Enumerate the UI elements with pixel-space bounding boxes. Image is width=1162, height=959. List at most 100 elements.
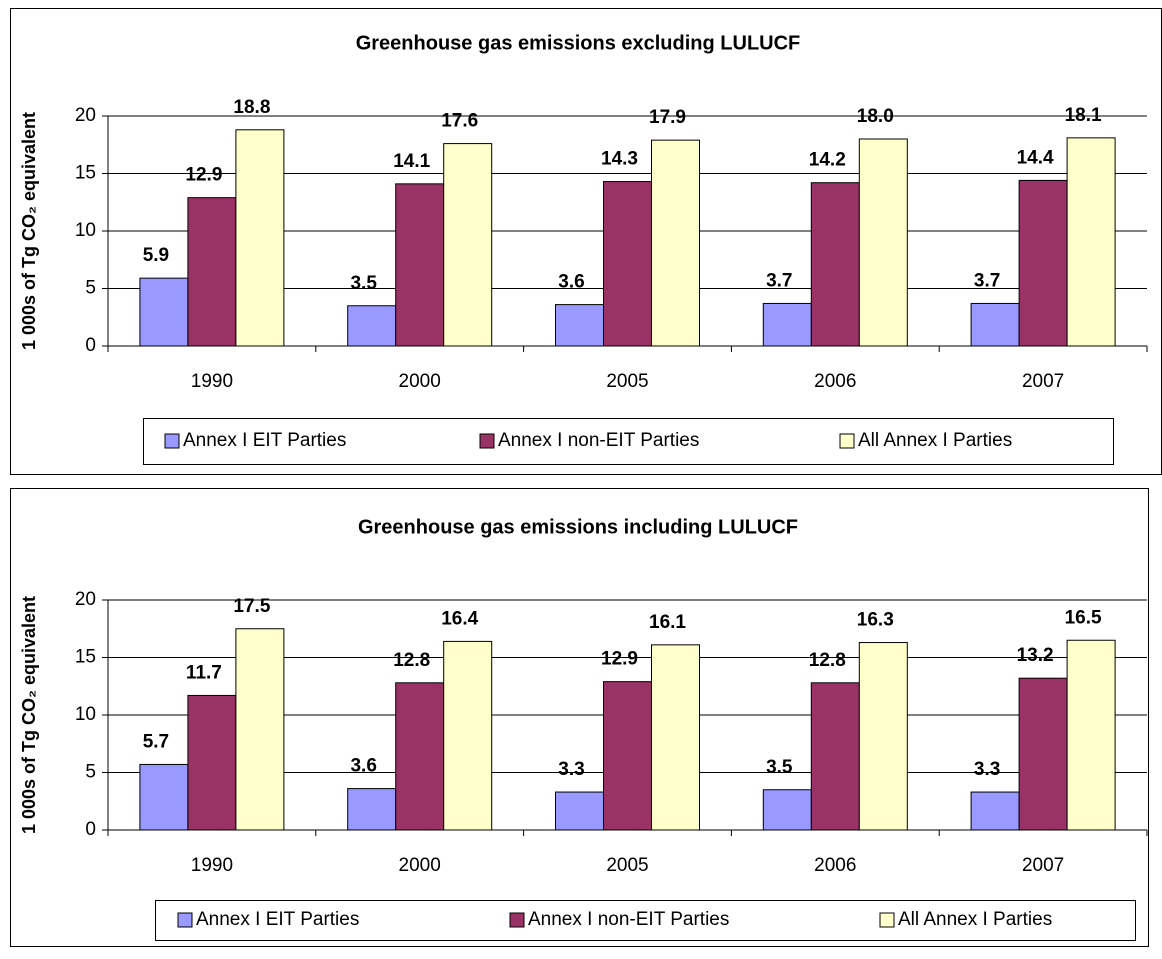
bar: [810, 682, 860, 831]
chart-border: [10, 488, 1149, 947]
bar: [603, 181, 652, 347]
data-label: 18.8: [233, 97, 270, 118]
bar: [1018, 179, 1068, 347]
bar: [603, 681, 652, 831]
y-tick-label: 5: [85, 762, 96, 783]
y-tick-label: 15: [75, 163, 96, 184]
bar: [443, 640, 493, 831]
x-tick-label: 2006: [814, 371, 856, 392]
chart-title: Greenhouse gas emissions excluding LULUC…: [356, 32, 801, 54]
chart-panel: Greenhouse gas emissions including LULUC…: [10, 488, 1149, 947]
chart-border: [10, 8, 1162, 475]
y-axis-label: 1 000s of Tg CO₂ equivalent: [19, 112, 39, 350]
y-axis-label: 1 000s of Tg CO₂ equivalent: [19, 596, 39, 834]
bar: [187, 197, 237, 347]
data-label: 3.7: [974, 270, 1000, 291]
y-tick-label: 10: [75, 704, 96, 725]
y-tick-label: 10: [75, 220, 96, 241]
bar: [651, 644, 700, 831]
bar: [858, 642, 908, 831]
legend-label: Annex I non-EIT Parties: [528, 909, 729, 930]
chart-panel: Greenhouse gas emissions excluding LULUC…: [10, 8, 1162, 475]
bar: [139, 277, 189, 347]
x-tick-label: 1990: [191, 371, 233, 392]
data-label: 14.1: [393, 151, 430, 172]
bar: [762, 789, 812, 831]
legend-swatch: [479, 433, 495, 449]
legend-swatch: [879, 912, 895, 928]
data-label: 12.8: [393, 650, 430, 671]
bar: [555, 791, 604, 831]
bar: [970, 302, 1020, 347]
y-tick-label: 20: [75, 589, 96, 610]
bar: [1066, 639, 1116, 831]
legend-label: All Annex I Parties: [858, 430, 1012, 451]
data-label: 13.2: [1017, 645, 1054, 666]
chart-title: Greenhouse gas emissions including LULUC…: [358, 516, 798, 538]
bar: [762, 302, 812, 347]
x-tick-label: 2000: [399, 371, 441, 392]
x-tick-label: 1990: [191, 855, 233, 876]
data-label: 11.7: [186, 662, 222, 683]
legend-swatch: [509, 912, 525, 928]
data-label: 12.9: [601, 649, 638, 670]
bar: [347, 305, 397, 347]
data-label: 3.6: [558, 272, 584, 293]
y-tick-label: 0: [85, 335, 96, 356]
bar: [810, 182, 860, 347]
bar: [395, 183, 445, 347]
data-label: 16.5: [1065, 607, 1102, 628]
legend-swatch: [177, 912, 193, 928]
legend-swatch: [839, 433, 855, 449]
legend-label: Annex I EIT Parties: [196, 909, 359, 930]
bar: [555, 304, 604, 347]
data-label: 16.3: [857, 610, 894, 631]
legend-box: [143, 418, 1114, 465]
bar: [395, 682, 445, 831]
data-label: 3.5: [766, 757, 793, 778]
x-tick-label: 2007: [1022, 371, 1064, 392]
y-tick-label: 5: [85, 278, 96, 299]
y-tick-label: 0: [85, 819, 96, 840]
data-label: 16.1: [649, 612, 686, 633]
data-label: 16.4: [441, 608, 478, 629]
legend-swatch: [164, 433, 180, 449]
bar: [347, 788, 397, 831]
data-label: 17.9: [649, 107, 686, 128]
bar: [970, 791, 1020, 831]
data-label: 17.5: [233, 596, 270, 617]
data-label: 12.9: [185, 165, 222, 186]
data-label: 14.2: [809, 150, 846, 171]
data-label: 14.3: [601, 149, 638, 170]
data-label: 3.6: [350, 756, 376, 777]
data-label: 3.3: [558, 759, 584, 780]
y-tick-label: 20: [75, 105, 96, 126]
x-tick-label: 2005: [606, 855, 648, 876]
bar: [443, 143, 493, 347]
y-tick-label: 15: [75, 647, 96, 668]
data-label: 17.6: [441, 111, 478, 132]
data-label: 18.0: [857, 106, 894, 127]
x-tick-label: 2006: [814, 855, 856, 876]
legend-label: Annex I EIT Parties: [183, 430, 346, 451]
data-label: 3.7: [766, 270, 792, 291]
data-label: 5.9: [143, 245, 169, 266]
data-label: 3.5: [350, 273, 377, 294]
bar: [651, 139, 700, 347]
bar: [187, 694, 237, 831]
bar: [139, 763, 189, 831]
data-label: 5.7: [143, 731, 169, 752]
x-tick-label: 2005: [606, 371, 648, 392]
data-label: 18.1: [1065, 105, 1102, 126]
data-label: 14.4: [1017, 147, 1054, 168]
data-label: 3.3: [974, 759, 1000, 780]
bar: [858, 138, 908, 347]
bar: [235, 628, 285, 831]
bar: [235, 129, 285, 347]
x-tick-label: 2007: [1022, 855, 1064, 876]
bar: [1018, 677, 1068, 831]
data-label: 12.8: [809, 650, 846, 671]
x-tick-label: 2000: [399, 855, 441, 876]
legend-box: [155, 900, 1136, 941]
